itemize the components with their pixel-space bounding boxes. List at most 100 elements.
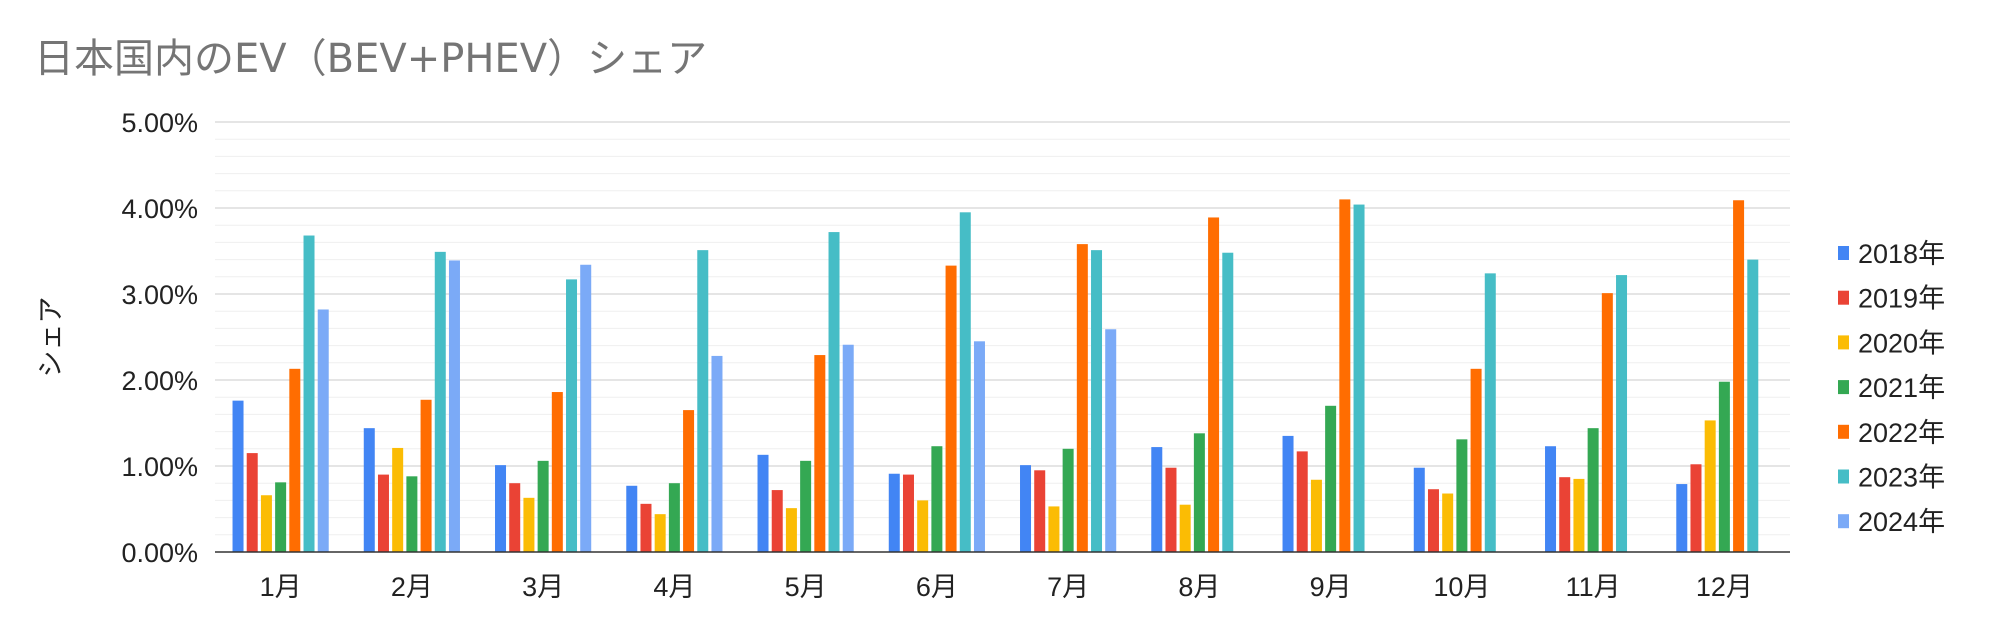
bar [945, 265, 957, 552]
bar [1310, 479, 1322, 552]
bar [1456, 439, 1468, 552]
bar [1062, 448, 1074, 552]
bar [509, 483, 521, 552]
bars [232, 199, 1759, 553]
legend-label: 2023年 [1858, 463, 1945, 493]
legend-label: 2024年 [1858, 507, 1945, 537]
bar [1676, 484, 1688, 552]
bar [1048, 506, 1060, 552]
bar [1470, 368, 1482, 552]
bar [363, 428, 375, 552]
x-tick-label: 4月 [653, 572, 695, 602]
legend-swatch [1838, 514, 1849, 529]
bar [917, 500, 929, 552]
bar [232, 400, 244, 552]
legend-label: 2021年 [1858, 373, 1945, 403]
bar [1545, 446, 1557, 552]
bar [289, 368, 301, 552]
bar [1208, 217, 1220, 552]
bar [1442, 493, 1454, 552]
legend-swatch [1838, 469, 1849, 484]
bar [392, 447, 404, 552]
bar [1413, 467, 1425, 552]
bar [1105, 329, 1117, 552]
x-tick-label: 12月 [1696, 572, 1753, 602]
legend-swatch [1838, 335, 1849, 350]
bar [1296, 451, 1308, 552]
legend-swatch [1838, 246, 1849, 260]
bar [1559, 477, 1571, 552]
y-tick-label: 5.00% [121, 108, 198, 138]
bar [495, 465, 507, 552]
bar [1353, 204, 1365, 552]
legend-swatch [1838, 424, 1849, 439]
bar [434, 251, 446, 553]
x-axis-ticks: 1月 2月 3月 4月 5月 6月 7月 8月 9月 10月 11月 12月 [260, 572, 1753, 602]
bar [420, 399, 432, 552]
bar [1733, 200, 1745, 552]
bar [654, 514, 666, 552]
x-tick-label: 9月 [1310, 572, 1352, 602]
bar [1020, 465, 1032, 552]
bar [537, 460, 549, 552]
bar [580, 264, 592, 552]
x-tick-label: 1月 [260, 572, 302, 602]
bar [959, 212, 971, 553]
gridlines [215, 121, 1790, 536]
y-tick-label: 3.00% [121, 280, 198, 310]
bar [888, 473, 900, 552]
bar [448, 260, 460, 552]
y-tick-label: 2.00% [121, 366, 198, 396]
bar [317, 309, 329, 552]
legend-swatch [1838, 380, 1849, 395]
x-tick-label: 5月 [785, 572, 827, 602]
bar [1282, 435, 1294, 552]
x-tick-label: 3月 [522, 572, 564, 602]
legend: 2018年 2019年 2020年 2021年 2022年 2023年 2024年 [1838, 239, 1945, 537]
bar [260, 495, 272, 552]
y-tick-label: 1.00% [121, 452, 198, 482]
bar [1587, 428, 1599, 552]
legend-label: 2022年 [1858, 418, 1945, 448]
x-tick-label: 10月 [1433, 572, 1490, 602]
bar [697, 250, 709, 552]
bar [275, 482, 287, 552]
legend-label: 2019年 [1858, 284, 1945, 314]
bar [668, 483, 680, 552]
bar [1179, 504, 1191, 552]
bar [303, 235, 315, 552]
bar [800, 460, 812, 552]
bar [1325, 405, 1337, 552]
bar [1151, 447, 1163, 552]
bar [1704, 420, 1716, 552]
bar [1339, 199, 1351, 552]
bar [1718, 381, 1730, 552]
bar [973, 341, 985, 552]
bar [1076, 244, 1088, 552]
y-axis-ticks: 0.00% 1.00% 2.00% 3.00% 4.00% 5.00% [121, 108, 198, 568]
x-tick-label: 6月 [916, 572, 958, 602]
bar [1690, 464, 1702, 552]
legend-label: 2018年 [1858, 239, 1945, 269]
bar [406, 476, 418, 552]
bar [1427, 489, 1439, 552]
bar [711, 355, 723, 552]
bar [1091, 250, 1103, 552]
bar [523, 497, 535, 552]
bar [1616, 275, 1628, 552]
bar [640, 503, 652, 552]
bar [931, 446, 943, 552]
chart-title: 日本国内のEV（BEV+PHEV）シェア [34, 36, 707, 82]
bar [771, 490, 783, 552]
y-axis-title: シェア [36, 297, 67, 378]
bar [1193, 433, 1205, 552]
bar [246, 453, 258, 552]
bar [551, 392, 563, 552]
bar [1165, 467, 1177, 552]
bar [828, 232, 840, 552]
bar [814, 355, 826, 552]
x-tick-label: 2月 [391, 572, 433, 602]
legend-label: 2020年 [1858, 328, 1945, 358]
